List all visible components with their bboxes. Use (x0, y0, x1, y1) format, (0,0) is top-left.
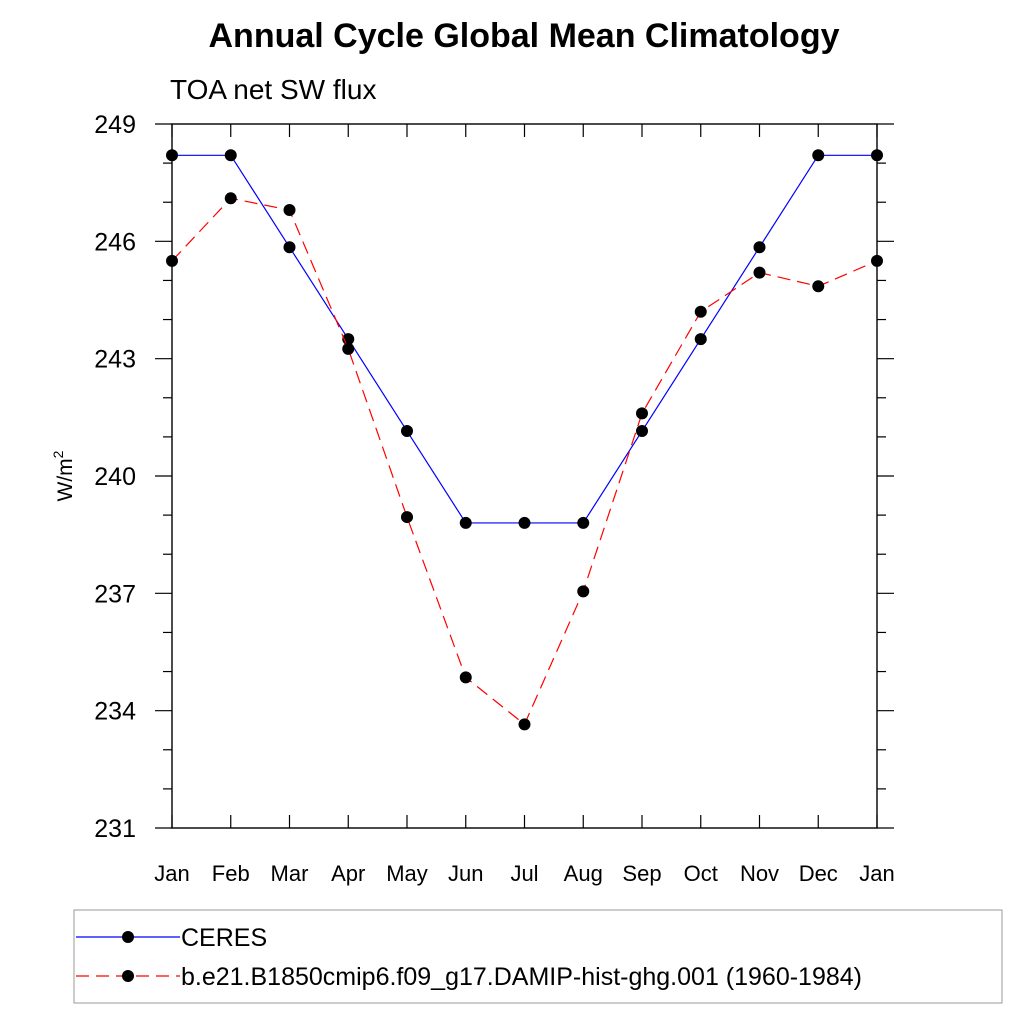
legend: CERES b.e21.B1850cmip6.f09_g17.DAMIP-hist… (76, 924, 862, 991)
y-tick-label: 240 (94, 463, 136, 491)
data-point (812, 149, 825, 162)
legend-marker (122, 931, 134, 943)
y-axis-label-unit: W/m (54, 458, 77, 501)
data-point (459, 671, 472, 684)
x-tick-label: Nov (740, 861, 779, 886)
data-point (283, 204, 296, 217)
data-point (577, 516, 590, 529)
series-1 (166, 149, 883, 529)
x-tick-label: Jul (510, 861, 538, 886)
data-point (636, 425, 648, 438)
legend-marker (122, 970, 134, 982)
y-tick-label: 231 (94, 815, 136, 843)
x-tick-label: Mar (271, 861, 309, 886)
x-tick-label: Jan (859, 861, 894, 886)
x-tick-label: Sep (622, 861, 661, 886)
x-tick-label: Feb (212, 861, 250, 886)
data-point (871, 149, 883, 162)
data-point (166, 254, 178, 267)
series-line (172, 154, 877, 524)
x-axis-tick-labels: Jan Feb Mar Apr May Jun Jul Aug Sep Oct Nov Dec Jan (154, 861, 894, 886)
y-axis-tick-labels: 231 234 237 240 243 246 249 (94, 111, 136, 843)
y-tick-label: 237 (94, 580, 136, 608)
data-point (224, 192, 237, 205)
chart-title: Annual Cycle Global Mean Climatology (209, 17, 840, 55)
data-point (166, 149, 178, 162)
data-series (166, 149, 883, 731)
series-line (171, 197, 878, 726)
x-tick-label: Apr (331, 861, 365, 886)
legend-label: CERES (181, 924, 267, 952)
legend-box (73, 909, 1003, 1004)
x-tick-label: Aug (564, 861, 603, 886)
x-tick-label: Oct (684, 861, 718, 886)
data-point (283, 241, 296, 254)
y-tick-label: 243 (94, 346, 136, 374)
y-tick-label: 234 (94, 698, 136, 726)
y-tick-label: 246 (94, 228, 136, 256)
data-point (224, 149, 237, 162)
y-tick-label: 249 (94, 111, 136, 139)
data-point (518, 516, 531, 529)
x-tick-label: Dec (799, 861, 838, 886)
data-point (636, 407, 648, 420)
chart-subtitle: TOA net SW flux (170, 74, 376, 105)
data-point (753, 266, 766, 279)
legend-item-1: CERES (76, 924, 267, 952)
legend-item-2: b.e21.B1850cmip6.f09_g17.DAMIP-hist-ghg.… (76, 963, 862, 991)
data-point (401, 511, 413, 524)
legend-label: b.e21.B1850cmip6.f09_g17.DAMIP-hist-ghg.… (181, 963, 862, 991)
data-point (694, 333, 707, 346)
series-2 (166, 192, 883, 731)
data-point (401, 425, 413, 438)
axis-ticks (155, 123, 894, 829)
data-point (577, 585, 590, 598)
x-tick-label: May (386, 861, 428, 886)
y-axis-label-superscript: 2 (50, 450, 66, 458)
data-point (459, 516, 472, 529)
data-point (694, 305, 707, 318)
data-point (753, 241, 766, 254)
data-point (518, 718, 531, 731)
data-point (342, 342, 355, 355)
y-axis-label: W/m2 (50, 450, 77, 501)
x-tick-label: Jun (448, 861, 483, 886)
data-point (871, 254, 883, 267)
x-tick-label: Jan (154, 861, 189, 886)
data-point (812, 280, 825, 293)
